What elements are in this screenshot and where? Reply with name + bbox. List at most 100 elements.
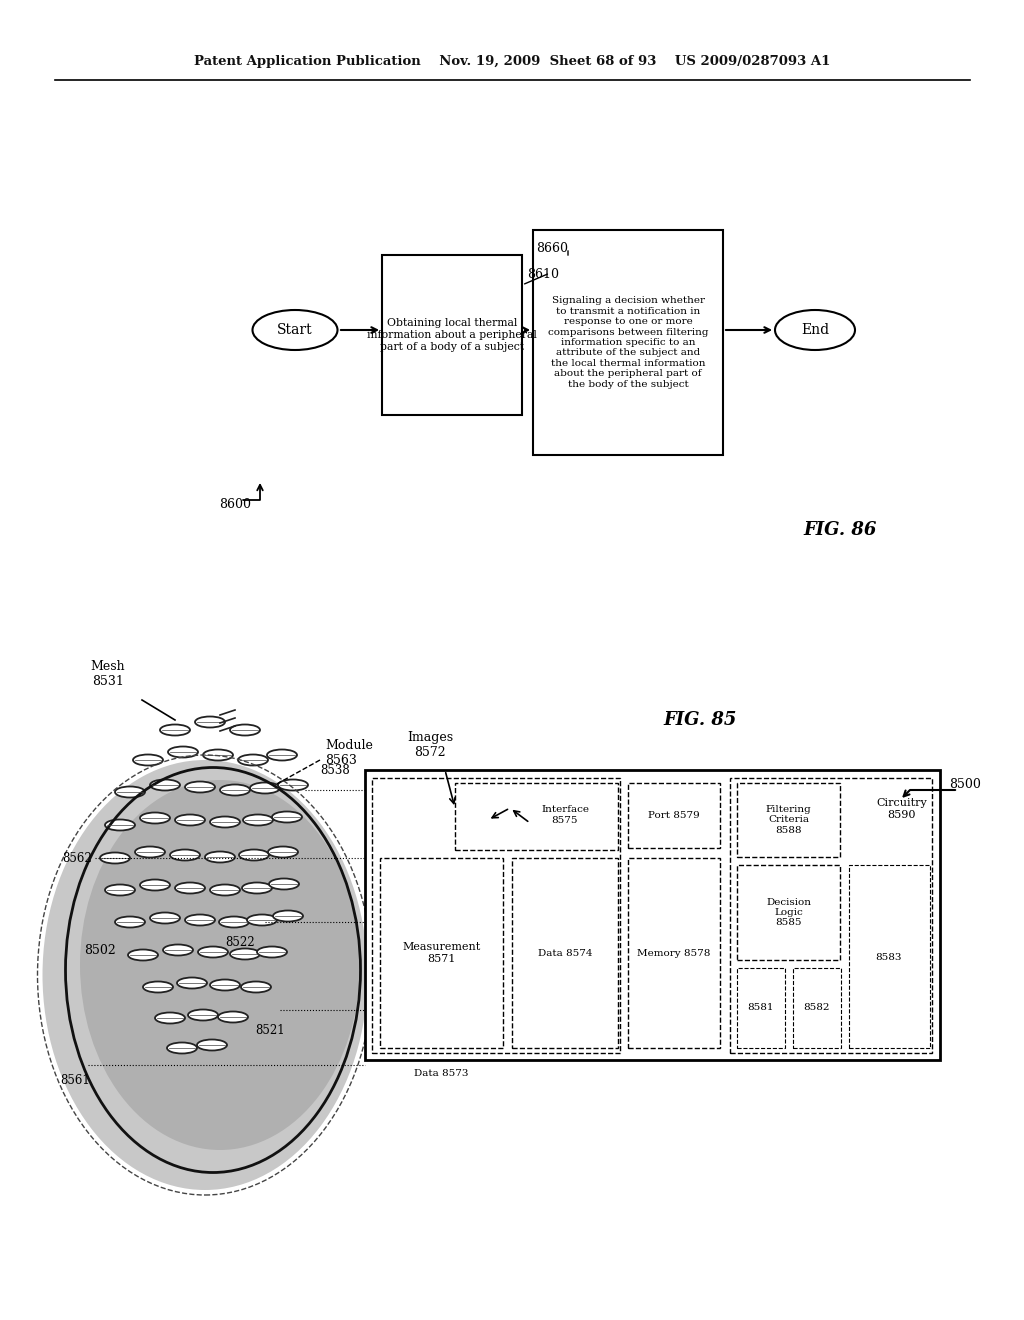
Text: 8660: 8660 [536,242,568,255]
Ellipse shape [195,717,225,727]
Text: 8581: 8581 [748,1003,774,1012]
Ellipse shape [185,915,215,925]
Ellipse shape [198,946,228,957]
FancyBboxPatch shape [849,865,930,1048]
Ellipse shape [272,812,302,822]
Ellipse shape [175,883,205,894]
Ellipse shape [210,884,240,895]
Ellipse shape [135,846,165,858]
Ellipse shape [185,781,215,792]
Ellipse shape [205,851,234,862]
Text: Signaling a decision whether
to transmit a notification in
response to one or mo: Signaling a decision whether to transmit… [548,297,709,388]
FancyBboxPatch shape [534,230,723,455]
Ellipse shape [247,915,278,925]
Text: 8538: 8538 [319,763,350,776]
Ellipse shape [230,725,260,735]
Text: 8583: 8583 [876,953,902,961]
Ellipse shape [80,780,360,1150]
Ellipse shape [167,1043,197,1053]
Ellipse shape [218,1011,248,1023]
Ellipse shape [238,755,268,766]
Text: 8522: 8522 [225,936,255,949]
Ellipse shape [210,817,240,828]
Ellipse shape [220,784,250,796]
Ellipse shape [197,1040,227,1051]
FancyBboxPatch shape [380,858,503,1048]
Ellipse shape [268,846,298,858]
FancyBboxPatch shape [737,968,785,1048]
Ellipse shape [278,780,308,791]
Text: Measurement
8571: Measurement 8571 [402,942,480,964]
Bar [365,770,940,1060]
Text: Memory 8578: Memory 8578 [637,949,711,957]
Text: 8521: 8521 [255,1023,285,1036]
Ellipse shape [133,755,163,766]
Text: Obtaining local thermal
information about a peripheral
part of a body of a subje: Obtaining local thermal information abou… [367,318,537,351]
FancyBboxPatch shape [737,783,840,857]
Ellipse shape [105,884,135,895]
FancyBboxPatch shape [628,858,720,1048]
Text: Start: Start [278,323,312,337]
Ellipse shape [250,783,280,793]
Ellipse shape [140,879,170,891]
Ellipse shape [219,916,249,928]
Ellipse shape [243,814,273,825]
Ellipse shape [100,853,130,863]
Text: FIG. 85: FIG. 85 [664,711,736,729]
Text: Filtering
Criteria
8588: Filtering Criteria 8588 [766,805,811,836]
Ellipse shape [160,725,190,735]
Text: 8582: 8582 [804,1003,830,1012]
Text: Port 8579: Port 8579 [648,810,699,820]
Text: 8561: 8561 [60,1073,90,1086]
FancyBboxPatch shape [382,255,522,414]
Text: Data 8574: Data 8574 [538,949,592,957]
Text: 8500: 8500 [949,779,981,792]
Ellipse shape [143,982,173,993]
Ellipse shape [242,883,272,894]
FancyBboxPatch shape [737,865,840,960]
Ellipse shape [170,850,200,861]
Ellipse shape [155,1012,185,1023]
Ellipse shape [168,747,198,758]
Ellipse shape [253,310,338,350]
Text: Module
8563: Module 8563 [325,739,373,767]
Text: Images
8572: Images 8572 [407,731,453,759]
Text: 8600: 8600 [219,499,251,511]
Text: End: End [801,323,829,337]
Text: Data 8573: Data 8573 [415,1068,469,1077]
Text: Interface
8575: Interface 8575 [541,805,589,825]
Text: 8502: 8502 [84,944,116,957]
Text: Mesh
8531: Mesh 8531 [91,660,125,688]
Ellipse shape [203,750,233,760]
Text: FIG. 86: FIG. 86 [803,521,877,539]
Ellipse shape [150,912,180,924]
Text: Circuitry
8590: Circuitry 8590 [877,799,927,820]
Ellipse shape [163,945,193,956]
Ellipse shape [115,787,145,797]
FancyBboxPatch shape [512,858,618,1048]
Text: Decision
Logic
8585: Decision Logic 8585 [766,898,811,928]
Ellipse shape [273,911,303,921]
Ellipse shape [269,879,299,890]
Ellipse shape [115,916,145,928]
Text: 8610: 8610 [527,268,559,281]
Text: 8562: 8562 [62,851,92,865]
FancyBboxPatch shape [793,968,841,1048]
Ellipse shape [128,949,158,961]
Ellipse shape [775,310,855,350]
Ellipse shape [140,813,170,824]
Ellipse shape [105,820,135,830]
Ellipse shape [150,780,180,791]
Ellipse shape [175,814,205,825]
FancyBboxPatch shape [455,783,618,850]
Ellipse shape [177,978,207,989]
Ellipse shape [43,760,368,1191]
Text: Patent Application Publication    Nov. 19, 2009  Sheet 68 of 93    US 2009/02870: Patent Application Publication Nov. 19, … [194,55,830,69]
Ellipse shape [267,750,297,760]
Ellipse shape [239,850,269,861]
Ellipse shape [230,949,260,960]
Ellipse shape [188,1010,218,1020]
Ellipse shape [210,979,240,990]
FancyBboxPatch shape [628,783,720,847]
Ellipse shape [241,982,271,993]
